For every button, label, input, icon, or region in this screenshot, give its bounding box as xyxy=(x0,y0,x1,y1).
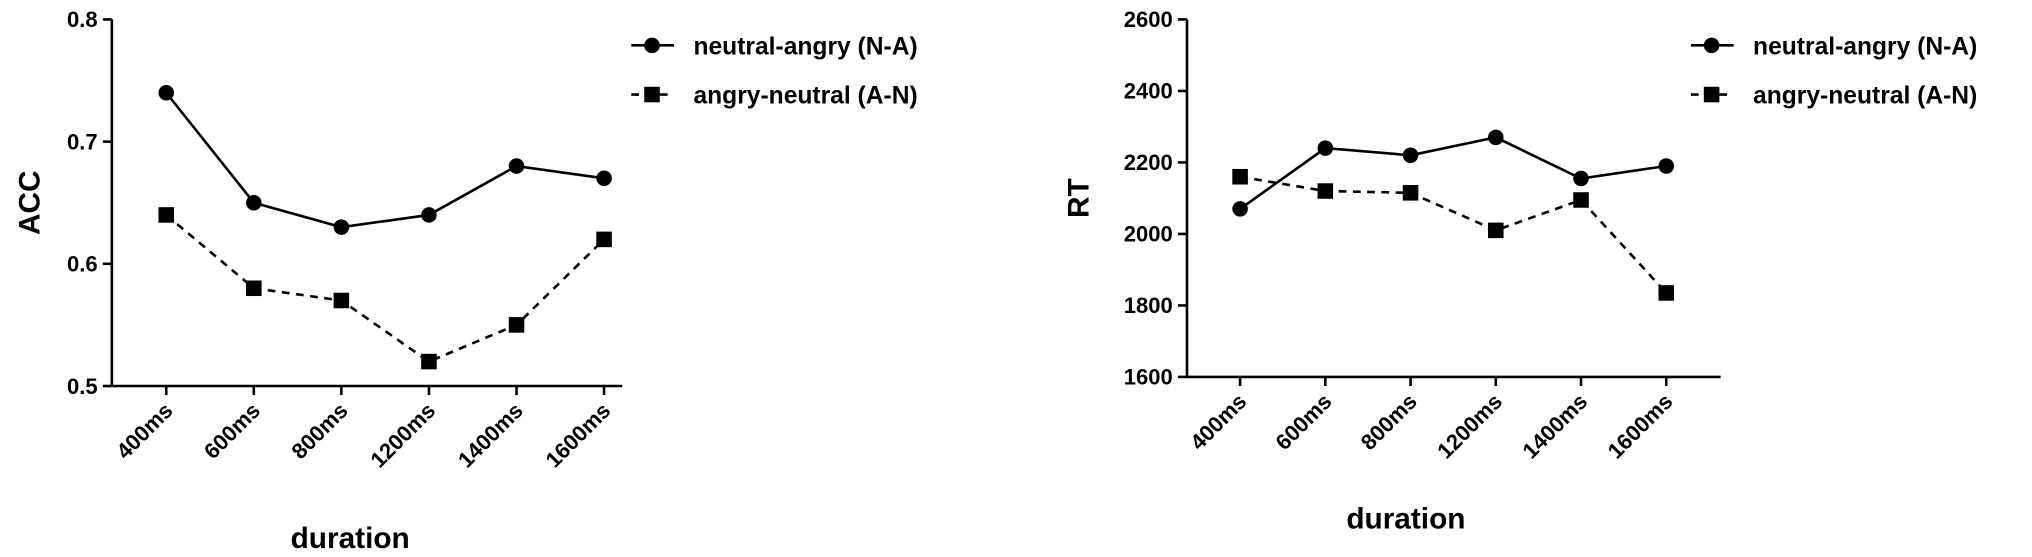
marker xyxy=(421,207,437,223)
y-tick-label: 0.8 xyxy=(67,7,98,32)
legend-label: angry-neutral (A-N) xyxy=(693,83,917,110)
marker xyxy=(1232,168,1248,185)
marker xyxy=(246,280,262,297)
marker xyxy=(508,317,525,333)
marker xyxy=(246,194,262,211)
marker xyxy=(596,170,612,187)
x-tick-label: 600ms xyxy=(1270,389,1336,455)
marker xyxy=(1488,222,1504,239)
legend-marker xyxy=(644,37,660,54)
y-tick-label: 0.5 xyxy=(67,374,98,399)
x-tick-label: 600ms xyxy=(199,398,265,464)
marker xyxy=(508,158,525,174)
marker xyxy=(1658,158,1675,174)
legend-marker xyxy=(1703,86,1720,103)
y-tick-label: 1600 xyxy=(1124,365,1173,390)
series-line xyxy=(165,213,605,364)
legend-marker xyxy=(1703,37,1720,54)
y-tick-label: 2400 xyxy=(1124,79,1173,104)
x-axis-title: duration xyxy=(291,522,410,555)
y-axis-title: ACC xyxy=(13,170,46,235)
x-tick-label: 1600ms xyxy=(541,398,616,473)
x-tick-label: 1200ms xyxy=(1432,389,1507,464)
marker xyxy=(158,84,175,101)
x-tick-label: 800ms xyxy=(287,398,353,464)
x-tick-label: 1200ms xyxy=(365,398,440,473)
marker xyxy=(1402,147,1419,164)
x-tick-label: 400ms xyxy=(111,398,177,464)
series-line xyxy=(165,91,605,229)
marker xyxy=(1488,129,1504,146)
legend-label: neutral-angry (N-A) xyxy=(1753,33,1977,60)
marker xyxy=(1317,140,1334,156)
marker xyxy=(333,292,350,309)
x-tick-label: 800ms xyxy=(1356,389,1422,455)
marker xyxy=(1232,201,1248,217)
marker xyxy=(1658,285,1675,301)
series-line xyxy=(1239,175,1668,294)
legend-marker xyxy=(644,86,660,103)
y-tick-label: 0.7 xyxy=(67,129,98,154)
y-tick-label: 2200 xyxy=(1124,150,1173,175)
marker xyxy=(158,207,175,223)
series-line xyxy=(1239,136,1667,210)
x-tick-label: 400ms xyxy=(1185,389,1251,455)
x-axis-title: duration xyxy=(1346,503,1465,536)
marker xyxy=(1402,185,1419,201)
marker xyxy=(1317,183,1334,199)
y-tick-label: 1800 xyxy=(1124,293,1173,318)
marker xyxy=(1573,192,1589,208)
marker xyxy=(421,353,437,370)
y-axis-title: RT xyxy=(1063,178,1096,218)
legend-label: angry-neutral (A-N) xyxy=(1753,83,1977,110)
marker xyxy=(596,231,612,248)
y-tick-label: 0.6 xyxy=(67,252,98,277)
x-tick-label: 1400ms xyxy=(453,398,528,473)
y-tick-label: 2600 xyxy=(1124,7,1173,32)
legend-label: neutral-angry (N-A) xyxy=(693,33,917,60)
x-tick-label: 1400ms xyxy=(1518,389,1593,464)
marker xyxy=(1573,170,1589,187)
x-tick-label: 1600ms xyxy=(1603,389,1678,464)
marker xyxy=(333,219,350,235)
y-tick-label: 2000 xyxy=(1124,222,1173,247)
